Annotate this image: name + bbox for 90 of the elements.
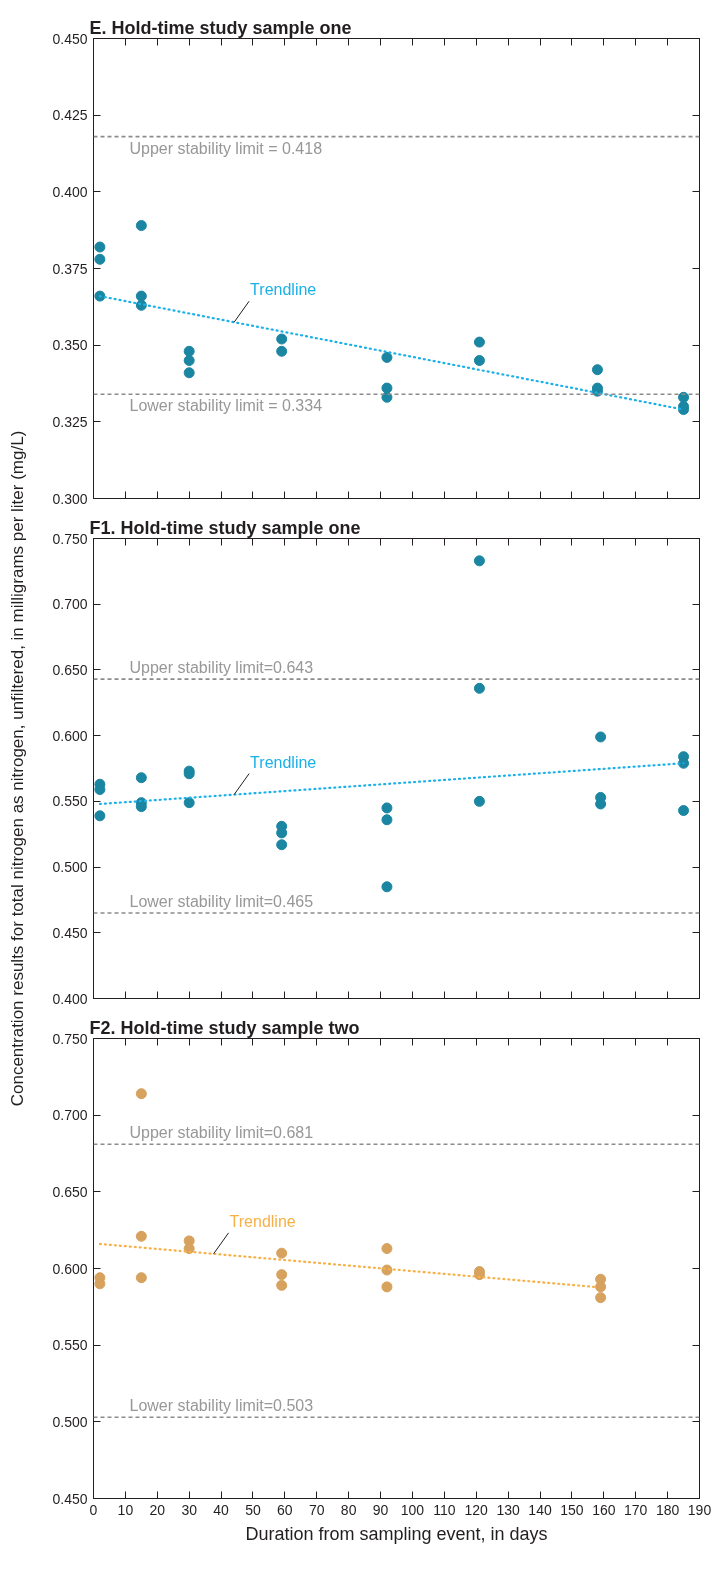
point (381, 881, 393, 893)
y-tick-label: 0.425 (52, 107, 88, 124)
x-tick-label: 90 (372, 1501, 389, 1518)
y-tick-label: 0.700 (52, 1107, 88, 1124)
y-tick-label: 0.400 (52, 990, 88, 1007)
point (595, 731, 607, 743)
series-label: Trendline (250, 281, 317, 299)
point (135, 1272, 147, 1284)
x-tick-label: 0 (89, 1501, 98, 1518)
y-tick-label: 0.325 (52, 413, 88, 430)
point (183, 345, 195, 357)
ref-line-label: Upper stability limit=0.643 (129, 659, 314, 677)
point (595, 1292, 607, 1304)
series-label: Trendline (250, 753, 317, 771)
x-tick-label: 170 (624, 1501, 648, 1518)
y-tick-label: 0.750 (52, 530, 88, 547)
y-tick-label: 0.600 (52, 727, 88, 744)
series-label: Trendline (229, 1212, 296, 1230)
x-tick-label: 30 (181, 1501, 198, 1518)
x-tick-label: 120 (464, 1501, 489, 1518)
y-tick-label: 0.500 (52, 1413, 88, 1430)
y-tick-label: 0.400 (52, 183, 88, 200)
y-tick-label: 0.600 (52, 1260, 88, 1277)
point (473, 555, 485, 567)
x-tick-label: 40 (213, 1501, 230, 1518)
ref-line-label: Lower stability limit = 0.334 (129, 397, 323, 415)
x-tick-label: 130 (496, 1501, 521, 1518)
ref-line-label: Lower stability limit=0.503 (129, 1397, 314, 1415)
x-tick-label: 70 (308, 1501, 325, 1518)
x-tick-label: 80 (340, 1501, 357, 1518)
y-tick-label: 0.550 (52, 793, 88, 810)
point (276, 1247, 288, 1259)
point (473, 682, 485, 694)
x-tick-label: 140 (528, 1501, 552, 1518)
x-axis-title: Duration from sampling event, in days (245, 1523, 548, 1544)
point (473, 336, 485, 348)
point (276, 333, 288, 345)
x-tick-label: 180 (655, 1501, 680, 1518)
point (276, 345, 288, 357)
y-tick-label: 0.650 (52, 1183, 88, 1200)
chart-title: E. Hold-time study sample one (89, 17, 352, 38)
x-tick-label: 160 (592, 1501, 616, 1518)
x-tick-label: 60 (277, 1501, 293, 1518)
point (473, 795, 485, 807)
point (135, 290, 147, 302)
chart-title: F1. Hold-time study sample one (89, 517, 361, 538)
point (678, 805, 690, 817)
y-tick-label: 0.750 (52, 1030, 88, 1047)
x-tick-label: 20 (149, 1501, 166, 1518)
x-tick-label: 100 (400, 1501, 425, 1518)
point (381, 351, 393, 363)
y-tick-label: 0.450 (52, 30, 88, 47)
chart-title: F2. Hold-time study sample two (89, 1017, 360, 1038)
point (591, 364, 603, 376)
point (183, 355, 195, 366)
point (94, 241, 106, 253)
point (276, 1279, 288, 1291)
point (135, 772, 147, 784)
point (381, 802, 393, 814)
y-tick-label: 0.350 (52, 337, 88, 354)
point (135, 220, 147, 232)
y-tick-label: 0.450 (52, 1490, 88, 1507)
point (183, 367, 195, 379)
y-tick-label: 0.375 (52, 260, 88, 277)
point (94, 253, 106, 265)
y-tick-label: 0.700 (52, 596, 88, 613)
point (473, 355, 485, 366)
point (135, 1230, 147, 1242)
point (276, 1269, 288, 1281)
x-tick-label: 10 (117, 1501, 134, 1518)
point (276, 839, 288, 851)
x-tick-label: 110 (433, 1501, 456, 1518)
y-tick-label: 0.450 (52, 924, 88, 941)
y-tick-label: 0.550 (52, 1337, 88, 1354)
y-tick-label: 0.300 (52, 490, 88, 507)
point (381, 814, 393, 826)
point (135, 1088, 147, 1100)
point (381, 1243, 393, 1255)
y-tick-label: 0.650 (52, 661, 88, 678)
x-tick-label: 50 (245, 1501, 261, 1518)
ref-line-label: Upper stability limit = 0.418 (129, 139, 323, 157)
x-tick-label: 190 (687, 1501, 712, 1518)
x-tick-label: 150 (560, 1501, 584, 1518)
y-tick-label: 0.500 (52, 859, 88, 876)
y-axis-title: Concentration results for total nitrogen as nitrogen, unfiltered, in milligrams per liter (mg/L) (7, 430, 27, 1107)
point (94, 810, 106, 822)
ref-line-label: Lower stability limit=0.465 (129, 893, 314, 911)
point (381, 1281, 393, 1293)
point (183, 797, 195, 809)
ref-line-label: Upper stability limit=0.681 (129, 1124, 314, 1142)
